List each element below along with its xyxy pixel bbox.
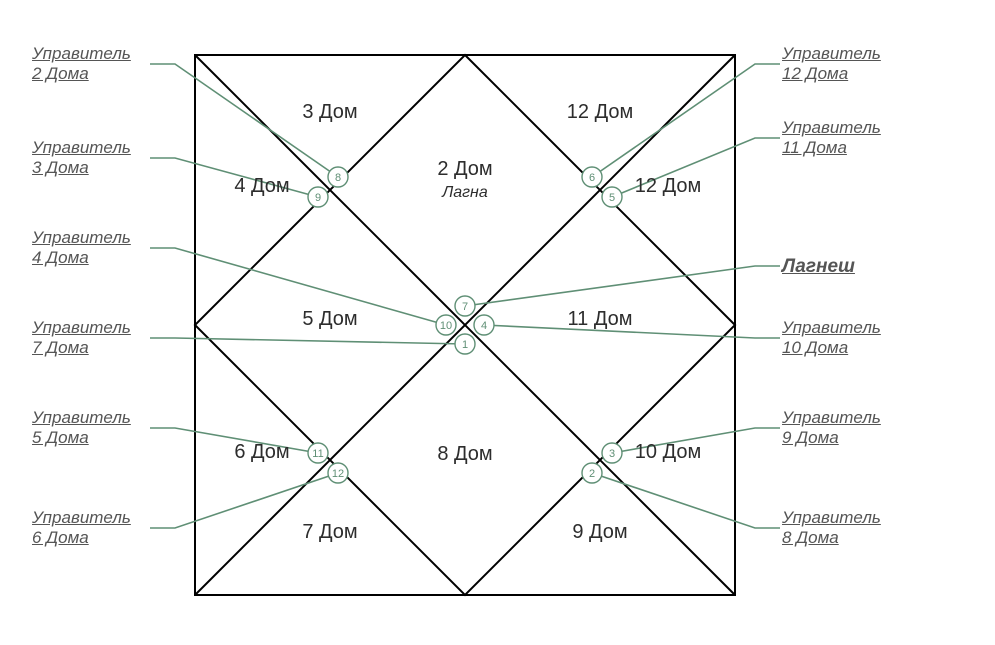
callout-line2: 8 Дома	[782, 528, 881, 548]
ruler-marker-label: 2	[589, 468, 595, 480]
callout-line1: Управитель	[782, 118, 881, 137]
callout-line1: Управитель	[32, 44, 131, 63]
callout-label-c8: Управитель8 Дома	[782, 508, 881, 547]
callout-line1: Управитель	[32, 318, 131, 337]
ruler-marker-1: 1	[455, 334, 475, 354]
callout-line1: Управитель	[782, 508, 881, 527]
house-label-6: 7 Дом	[302, 521, 357, 543]
ruler-marker-label: 5	[609, 192, 615, 204]
callout-line1: Управитель	[32, 138, 131, 157]
callout-label-c3: Управитель3 Дома	[32, 138, 131, 177]
ruler-marker-label: 10	[440, 320, 452, 332]
ruler-marker-5: 5	[602, 187, 622, 207]
callout-line2: 6 Дома	[32, 528, 131, 548]
ruler-marker-label: 3	[609, 448, 615, 460]
callout-label-lag: Лагнеш	[782, 256, 855, 278]
callout-line1: Управитель	[782, 318, 881, 337]
house-label-1: 2 Дом	[437, 158, 492, 180]
callout-line2: 12 Дома	[782, 64, 881, 84]
callout-label-c4: Управитель4 Дома	[32, 228, 131, 267]
callout-label-c6: Управитель6 Дома	[32, 508, 131, 547]
callout-line2: 4 Дома	[32, 248, 131, 268]
house-label-10: 11 Дом	[568, 308, 633, 330]
house-label-8: 9 Дом	[572, 521, 627, 543]
house-label-3: 4 Дом	[234, 175, 289, 197]
callout-line1: Управитель	[32, 508, 131, 527]
ruler-marker-8: 8	[328, 167, 348, 187]
vedic-chart-diagram: { "diagram": { "type": "vedic-north-indi…	[0, 0, 995, 645]
ruler-marker-label: 8	[335, 172, 341, 184]
callout-line2: 2 Дома	[32, 64, 131, 84]
ruler-marker-3: 3	[602, 443, 622, 463]
ruler-marker-label: 4	[481, 320, 487, 332]
callout-line2: 9 Дома	[782, 428, 881, 448]
callout-line1: Управитель	[32, 228, 131, 247]
ruler-marker-label: 9	[315, 192, 321, 204]
callout-line1: Управитель	[32, 408, 131, 427]
callout-line2: 7 Дома	[32, 338, 131, 358]
ruler-marker-label: 1	[462, 339, 468, 351]
ruler-marker-10: 10	[436, 315, 456, 335]
callout-label-c9: Управитель9 Дома	[782, 408, 881, 447]
callout-line2: 3 Дома	[32, 158, 131, 178]
house-label-2: 3 Дом	[302, 101, 357, 123]
callout-label-c10: Управитель10 Дома	[782, 318, 881, 357]
callout-line1: Управитель	[782, 408, 881, 427]
house-label-9: 10 Дом	[635, 441, 701, 463]
callout-line2: 10 Дома	[782, 338, 881, 358]
callout-label-c11: Управитель11 Дома	[782, 118, 881, 157]
house-label-11: 12 Дом	[635, 175, 701, 197]
ruler-marker-4: 4	[474, 315, 494, 335]
ruler-marker-label: 7	[462, 301, 468, 313]
ruler-marker-11: 11	[308, 443, 328, 463]
ruler-marker-label: 12	[332, 468, 344, 480]
house-label-12: 12 Дом	[567, 101, 633, 123]
callout-label-c2: Управитель2 Дома	[32, 44, 131, 83]
ruler-marker-7: 7	[455, 296, 475, 316]
ruler-marker-9: 9	[308, 187, 328, 207]
house-subtitle-1: Лагна	[441, 184, 488, 201]
ruler-marker-2: 2	[582, 463, 602, 483]
house-label-4: 5 Дом	[302, 308, 357, 330]
callout-line1: Лагнеш	[782, 256, 855, 277]
house-label-5: 6 Дом	[234, 441, 289, 463]
callout-line2: 5 Дома	[32, 428, 131, 448]
callout-label-c5: Управитель5 Дома	[32, 408, 131, 447]
ruler-marker-12: 12	[328, 463, 348, 483]
callout-line2: 11 Дома	[782, 138, 881, 158]
ruler-marker-6: 6	[582, 167, 602, 187]
ruler-marker-label: 6	[589, 172, 595, 184]
ruler-marker-label: 11	[312, 448, 323, 460]
callout-line1: Управитель	[782, 44, 881, 63]
callout-label-c7: Управитель7 Дома	[32, 318, 131, 357]
callout-label-c12: Управитель12 Дома	[782, 44, 881, 83]
house-label-7: 8 Дом	[437, 443, 492, 465]
